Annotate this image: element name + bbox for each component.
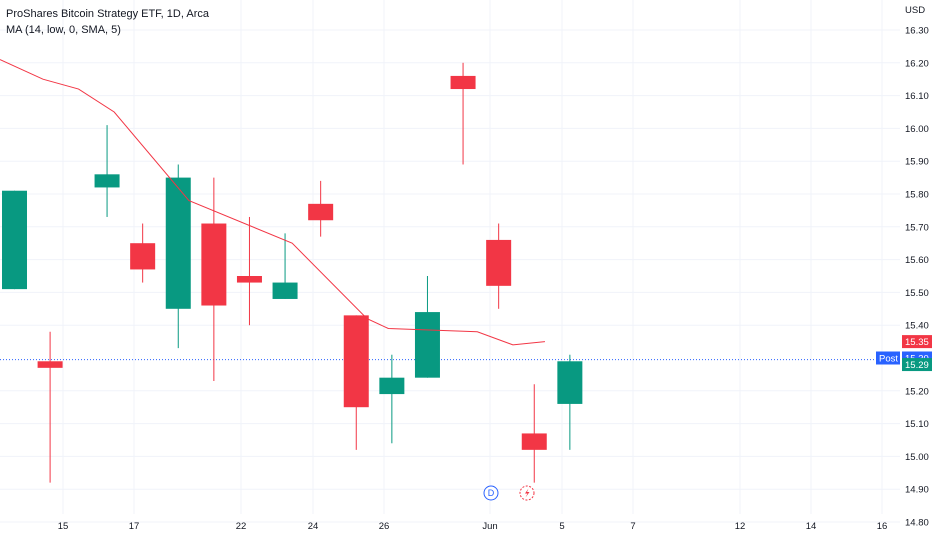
candle-body (557, 361, 583, 404)
y-tick-label: 16.20 (905, 58, 929, 69)
candle-body (37, 361, 63, 368)
x-tick-label: 12 (735, 521, 746, 532)
candle-body (94, 174, 120, 188)
candle-body (486, 239, 512, 286)
candle-body (414, 312, 440, 378)
post-label-bg (876, 351, 900, 365)
candle-body (379, 377, 405, 395)
candle-body (272, 282, 298, 299)
last-price-tag-bg (902, 358, 932, 372)
last-price-tag: 15.29 (905, 360, 929, 371)
ma-price-tag: 15.35 (905, 337, 929, 348)
y-tick-label: 15.10 (905, 419, 929, 430)
y-tick-label: 15.40 (905, 321, 929, 332)
y-tick-label: 14.90 (905, 485, 929, 496)
x-tick-label: 26 (379, 521, 390, 532)
y-tick-label: 15.70 (905, 222, 929, 233)
dividend-event-icon (483, 485, 499, 501)
y-tick-label: 16.10 (905, 91, 929, 102)
dividend-event-label: D (488, 488, 495, 498)
lightning-icon (525, 488, 530, 498)
x-tick-label: 22 (236, 521, 247, 532)
ma-price-tag-bg (902, 335, 932, 349)
candle-body (130, 243, 156, 270)
y-tick-label: 15.90 (905, 157, 929, 168)
candle-body (2, 190, 27, 290)
y-tick-label: 15.00 (905, 452, 929, 463)
candle-body (450, 75, 476, 90)
y-tick-label: 15.60 (905, 255, 929, 266)
x-tick-label: 5 (559, 521, 564, 532)
candle-body (343, 315, 369, 408)
x-tick-label: 7 (630, 521, 635, 532)
candle-body (236, 276, 262, 283)
legend-indicator: MA (14, low, 0, SMA, 5) (6, 24, 121, 36)
candle-body (165, 177, 191, 309)
y-tick-label: 16.00 (905, 124, 929, 135)
ma-line (0, 59, 545, 346)
candle-body (521, 433, 547, 450)
x-tick-label: 15 (58, 521, 69, 532)
x-tick-label: 24 (308, 521, 319, 532)
post-label: Post (879, 354, 898, 365)
axis-currency-label: USD (905, 5, 925, 16)
candle-body (308, 203, 334, 221)
y-tick-label: 15.50 (905, 288, 929, 299)
x-tick-label: Jun (482, 521, 497, 532)
chart-legend: ProShares Bitcoin Strategy ETF, 1D, Arca… (6, 6, 209, 38)
y-tick-label: 14.80 (905, 518, 929, 529)
candle-body (201, 223, 227, 306)
x-tick-label: 14 (806, 521, 817, 532)
x-tick-label: 16 (877, 521, 888, 532)
x-tick-label: 17 (129, 521, 140, 532)
legend-title: ProShares Bitcoin Strategy ETF, 1D, Arca (6, 8, 209, 20)
y-tick-label: 16.30 (905, 26, 929, 37)
y-tick-label: 15.20 (905, 386, 929, 397)
y-tick-label: 15.80 (905, 190, 929, 201)
